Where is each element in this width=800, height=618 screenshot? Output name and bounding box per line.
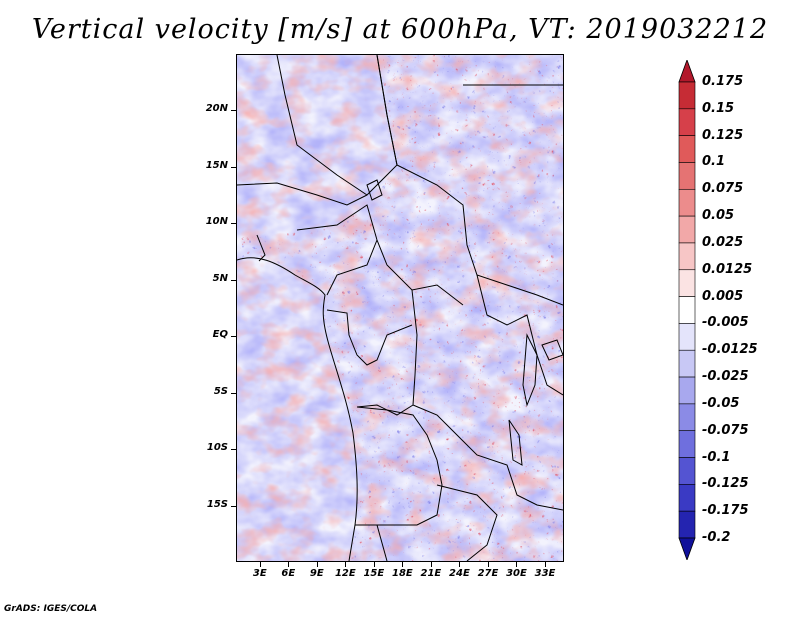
colorbar-bin — [678, 188, 696, 217]
latitude-tick — [231, 505, 236, 507]
latitude-tick — [231, 449, 236, 451]
colorbar-bottom-arrow — [678, 537, 696, 560]
border — [296, 204, 464, 306]
colorbar-bin — [678, 430, 696, 458]
map-panel — [236, 54, 564, 562]
longitude-label: 24E — [449, 568, 470, 579]
latitude-tick — [231, 223, 236, 225]
lake — [508, 419, 523, 466]
colorbar-bin — [678, 457, 696, 485]
border — [237, 182, 368, 206]
latitude-tick — [231, 279, 236, 281]
longitude-tick — [516, 562, 518, 567]
latitude-tick — [231, 336, 236, 338]
colorbar-bin — [678, 510, 696, 539]
border — [376, 55, 563, 306]
latitude-label: 15N — [205, 159, 228, 171]
colorbar-level-label: 0.175 — [702, 74, 744, 89]
colorbar-level-label: -0.075 — [702, 422, 749, 438]
colorbar-top-arrow — [678, 60, 696, 83]
colorbar-bin — [678, 376, 696, 405]
colorbar-level-label: -0.05 — [702, 395, 740, 411]
colorbar-level-label: -0.005 — [702, 315, 749, 331]
border — [326, 309, 413, 366]
longitude-label: 3E — [252, 568, 267, 579]
colorbar-level-label: 0.15 — [702, 100, 735, 116]
border — [436, 484, 498, 561]
colorbar-bin — [678, 81, 696, 110]
colorbar-level-label: 0.075 — [702, 181, 744, 197]
border — [355, 406, 443, 526]
colorbar — [678, 60, 696, 560]
colorbar-bin — [678, 162, 696, 190]
latitude-tick — [231, 110, 236, 112]
longitude-tick — [373, 562, 375, 567]
colorbar-bin — [678, 215, 696, 244]
coastline — [237, 257, 358, 561]
longitude-label: 33E — [534, 568, 556, 579]
longitude-label: 15E — [363, 568, 385, 579]
latitude-tick — [231, 392, 236, 394]
colorbar-level-label: 0.005 — [702, 288, 744, 304]
chart-title: Vertical velocity [m/s] at 600hPa, VT: 2… — [31, 14, 769, 45]
colorbar-level-label: 0.025 — [702, 234, 744, 250]
latitude-label: EQ — [212, 329, 228, 341]
longitude-label: 12E — [334, 568, 356, 579]
latitude-label: 10N — [205, 216, 228, 228]
colorbar-level-label: 0.1 — [702, 154, 726, 170]
longitude-tick — [316, 562, 318, 567]
latitude-label: 5S — [213, 385, 228, 397]
border — [326, 239, 378, 296]
colorbar-level-label: -0.0125 — [702, 342, 758, 358]
colorbar-level-label: 0.125 — [702, 127, 744, 143]
colorbar-level-label: 0.0125 — [702, 261, 753, 277]
colorbar-level-label: -0.2 — [702, 530, 731, 545]
longitude-tick — [459, 562, 461, 567]
longitude-label: 30E — [506, 568, 527, 579]
colorbar-bin — [678, 242, 696, 271]
colorbar-bin — [678, 323, 696, 351]
latitude-label: 10S — [206, 442, 228, 454]
colorbar-bin — [678, 135, 696, 163]
longitude-label: 18E — [392, 568, 413, 579]
longitude-label: 21E — [420, 568, 442, 579]
longitude-tick — [487, 562, 489, 567]
colorbar-level-label: -0.125 — [702, 476, 749, 492]
colorbar-bin — [678, 108, 696, 136]
colorbar-bin — [678, 484, 696, 512]
longitude-tick — [402, 562, 404, 567]
longitude-label: 6E — [281, 568, 296, 579]
longitude-label: 27E — [477, 568, 499, 579]
colorbar-level-label: -0.175 — [702, 503, 749, 519]
colorbar-level-label: -0.1 — [702, 449, 731, 465]
lake — [366, 179, 383, 201]
longitude-label: 9E — [309, 568, 324, 579]
border — [376, 524, 388, 561]
border — [256, 234, 266, 262]
colorbar-level-label: 0.05 — [702, 208, 735, 224]
longitude-tick — [345, 562, 347, 567]
longitude-tick — [259, 562, 261, 567]
colorbar-level-label: -0.025 — [702, 369, 749, 385]
longitude-tick — [544, 562, 546, 567]
latitude-label: 20N — [205, 103, 228, 115]
longitude-tick — [288, 562, 290, 567]
colorbar-bin — [678, 403, 696, 432]
border — [476, 274, 563, 396]
colorbar-bin — [678, 349, 696, 378]
lake — [541, 339, 563, 361]
lake — [522, 333, 538, 407]
border — [412, 404, 563, 511]
longitude-tick — [430, 562, 432, 567]
latitude-label: 15S — [206, 498, 228, 510]
colorbar-bin — [678, 296, 696, 324]
velocity-field — [237, 55, 563, 561]
colorbar-bin — [678, 269, 696, 297]
credit-text: GrADS: IGES/COLA — [4, 604, 98, 614]
latitude-label: 5N — [212, 272, 228, 284]
latitude-tick — [231, 166, 236, 168]
